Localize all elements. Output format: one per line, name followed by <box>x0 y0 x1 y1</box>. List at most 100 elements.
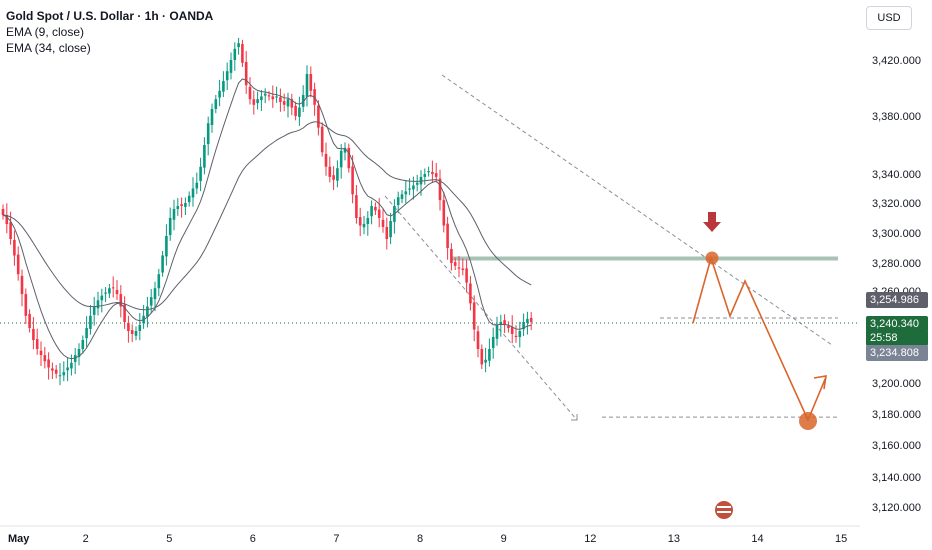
candle-body <box>366 218 370 224</box>
candle-body <box>442 200 446 226</box>
candle-body <box>362 224 366 228</box>
candle-body <box>271 96 275 100</box>
us-flag-stripe <box>717 511 731 513</box>
candle-body <box>434 173 438 177</box>
candle-body <box>469 283 472 304</box>
candle-body <box>472 302 476 330</box>
last-price-tag: 3,240.340 <box>866 316 928 332</box>
price-tick-label: 3,300.000 <box>872 228 921 240</box>
candle-body <box>206 123 210 145</box>
candle-body <box>81 340 85 349</box>
ema-34-indicator-label[interactable]: EMA (34, close) <box>6 41 91 55</box>
candle-body <box>495 325 499 339</box>
candle-body <box>267 95 271 97</box>
candle-body <box>66 367 69 371</box>
candle-body <box>461 268 465 270</box>
price-tick-label: 3,140.000 <box>872 472 921 484</box>
candle-body <box>336 168 339 181</box>
candle-body <box>339 150 343 168</box>
candle-body <box>70 362 73 369</box>
candle-body <box>476 331 480 349</box>
price-tick-label: 3,320.000 <box>872 198 921 210</box>
candle-body <box>518 331 522 337</box>
candle-body <box>499 322 503 325</box>
candle-body <box>104 292 107 294</box>
price-tick-label: 3,120.000 <box>872 502 921 514</box>
candle-body <box>328 166 332 177</box>
candle-body <box>115 289 119 295</box>
candle-body <box>252 99 256 105</box>
candle-body <box>195 182 199 189</box>
candle-body <box>111 287 115 289</box>
projection-path <box>692 255 827 423</box>
candle-body <box>54 369 58 374</box>
projection-layer <box>692 212 827 519</box>
candle-body <box>263 93 267 96</box>
candle-body <box>127 322 130 331</box>
symbol-title[interactable]: Gold Spot / U.S. Dollar · 1h · OANDA <box>6 9 214 23</box>
candle-body <box>210 109 214 125</box>
candle-body <box>351 166 354 195</box>
candle-body <box>282 101 286 105</box>
candle-body <box>241 44 244 63</box>
time-axis[interactable]: May 2 5 6 7 8 9 12 13 14 15 <box>0 525 860 545</box>
candle-body <box>119 294 123 307</box>
channel-trend-line <box>384 195 578 421</box>
target-point-marker <box>799 412 817 430</box>
candle-body <box>415 182 419 185</box>
candle-body <box>43 355 47 362</box>
candle-body <box>260 96 263 101</box>
candle-body <box>507 325 510 328</box>
candle-body <box>39 350 43 356</box>
candle-body <box>153 288 157 300</box>
candle-body <box>85 328 88 339</box>
sell-arrow-head <box>703 222 721 232</box>
price-tick-label: 3,280.000 <box>872 258 921 270</box>
candles-layer <box>1 37 533 386</box>
candle-body <box>526 318 529 323</box>
candle-body <box>16 254 20 275</box>
candle-body <box>305 74 309 97</box>
price-tick-label: 3,340.000 <box>872 169 921 181</box>
candle-body <box>218 90 221 98</box>
candle-body <box>412 185 415 190</box>
candle-body <box>9 222 12 239</box>
time-tick-label: 12 <box>584 533 596 545</box>
candle-body <box>389 221 392 238</box>
projection-arrow-head <box>813 375 827 390</box>
candle-body <box>244 61 248 86</box>
annotation-layer <box>0 74 860 421</box>
candle-body <box>24 294 28 316</box>
candle-body <box>450 248 453 263</box>
candle-body <box>1 209 5 215</box>
candle-body <box>484 359 487 363</box>
currency-selector[interactable]: USD <box>866 6 912 30</box>
candle-body <box>332 175 335 180</box>
entry-point-marker <box>705 251 719 265</box>
time-tick-label: 8 <box>417 533 423 545</box>
candle-body <box>381 219 385 227</box>
candle-body <box>165 236 168 257</box>
candle-body <box>358 217 362 226</box>
ema-9-indicator-label[interactable]: EMA (9, close) <box>6 25 85 39</box>
candle-body <box>294 105 297 116</box>
candle-body <box>134 331 138 336</box>
candle-body <box>453 262 457 266</box>
candle-body <box>123 304 126 322</box>
price-tick-label: 3,380.000 <box>872 111 921 123</box>
candle-body <box>522 322 525 330</box>
candle-body <box>191 188 195 198</box>
candle-body <box>503 320 506 325</box>
time-tick-label: 5 <box>166 533 172 545</box>
candle-body <box>130 330 134 334</box>
candle-body <box>108 288 111 294</box>
candle-body <box>374 206 377 211</box>
candle-body <box>427 171 430 173</box>
price-axis[interactable]: 3,120.000 3,140.000 3,160.000 3,180.000 3,20… <box>860 0 932 550</box>
candle-body <box>286 99 290 107</box>
candle-body <box>320 126 324 153</box>
us-flag-stripe <box>717 506 731 508</box>
candle-body <box>400 194 404 199</box>
candle-body <box>491 337 495 349</box>
